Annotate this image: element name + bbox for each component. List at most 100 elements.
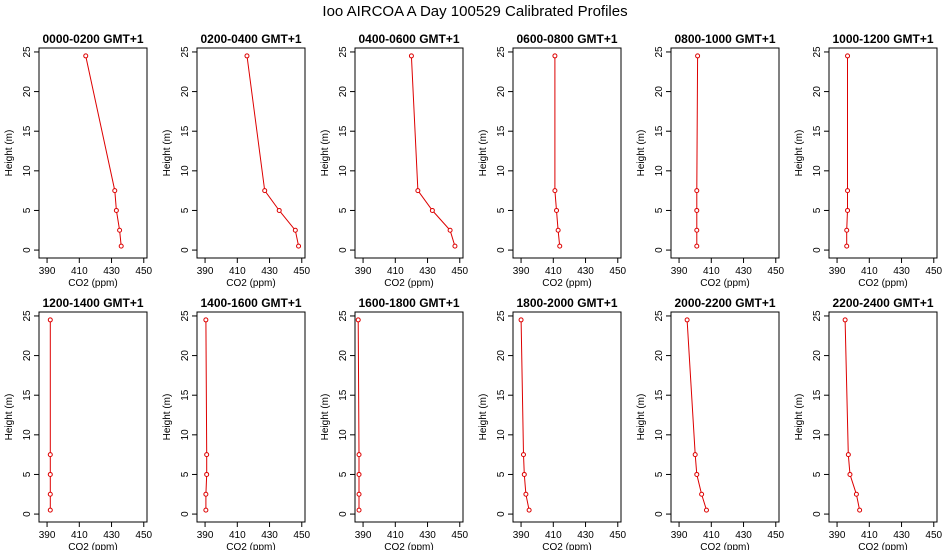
panel-title: 1400-1600 GMT+1 xyxy=(200,296,301,310)
plot-frame xyxy=(670,311,780,523)
y-tick-label: 15 xyxy=(338,389,349,401)
y-tick-label: 0 xyxy=(812,247,823,253)
panel-10: 1800-2000 GMT+1 390 410 430 450 0 5 10 15 20 25 CO2… xyxy=(478,296,627,550)
panel-grid: 0000-0200 GMT+1 390 410 430 450 0 5 10 15 20 25 CO2… xyxy=(4,32,943,550)
y-tick-label: 20 xyxy=(180,350,191,362)
data-point xyxy=(695,53,701,59)
y-tick-label: 15 xyxy=(180,389,191,401)
y-axis-label: Height (m) xyxy=(794,394,805,441)
x-tick-label: 390 xyxy=(39,266,56,277)
x-tick-label: 450 xyxy=(767,530,784,541)
x-axis-label: CO2 (ppm) xyxy=(542,278,591,289)
y-axis-label: Height (m) xyxy=(478,394,489,441)
data-point xyxy=(296,243,302,249)
data-point xyxy=(204,452,210,458)
data-point xyxy=(47,491,53,497)
data-point xyxy=(694,243,700,249)
y-tick-label: 20 xyxy=(496,86,507,98)
x-tick-label: 390 xyxy=(355,530,372,541)
y-axis-label: Height (m) xyxy=(4,130,15,177)
y-tick-label: 10 xyxy=(338,165,349,177)
profile-line xyxy=(846,55,848,247)
x-tick-label: 410 xyxy=(545,530,562,541)
data-point xyxy=(47,317,53,323)
data-point xyxy=(692,452,698,458)
y-tick-label: 0 xyxy=(180,511,191,517)
data-point xyxy=(844,227,850,233)
y-tick-label: 20 xyxy=(22,86,33,98)
y-tick-label: 10 xyxy=(654,165,665,177)
data-point xyxy=(684,317,690,323)
plot-frame xyxy=(38,47,148,259)
data-point xyxy=(47,471,53,477)
x-axis-label: CO2 (ppm) xyxy=(384,278,433,289)
data-point xyxy=(447,227,453,233)
x-tick-label: 410 xyxy=(229,266,246,277)
y-tick-label: 0 xyxy=(654,247,665,253)
panel-6: 1000-1200 GMT+1 390 410 430 450 0 5 10 15 20 25 CO2… xyxy=(794,32,943,289)
y-tick-label: 25 xyxy=(496,46,507,58)
y-tick-label: 0 xyxy=(496,511,507,517)
x-tick-label: 390 xyxy=(197,530,214,541)
panel-title: 1000-1200 GMT+1 xyxy=(832,32,933,46)
y-axis-label: Height (m) xyxy=(794,130,805,177)
plot-frame xyxy=(670,47,780,259)
data-point xyxy=(523,491,529,497)
y-tick-label: 5 xyxy=(654,207,665,213)
x-tick-label: 410 xyxy=(703,266,720,277)
data-point xyxy=(699,491,705,497)
x-axis-label: CO2 (ppm) xyxy=(700,542,749,550)
x-axis-label: CO2 (ppm) xyxy=(68,542,117,550)
y-tick-label: 0 xyxy=(654,511,665,517)
y-tick-label: 25 xyxy=(812,310,823,322)
plot-frame xyxy=(38,311,148,523)
y-tick-label: 20 xyxy=(812,86,823,98)
panel-title: 2200-2400 GMT+1 xyxy=(832,296,933,310)
y-tick-label: 15 xyxy=(180,125,191,137)
data-point xyxy=(83,53,89,59)
y-tick-label: 25 xyxy=(180,46,191,58)
x-tick-label: 450 xyxy=(925,530,942,541)
x-tick-label: 430 xyxy=(103,530,120,541)
y-tick-label: 5 xyxy=(22,207,33,213)
y-tick-label: 20 xyxy=(180,86,191,98)
data-point xyxy=(847,471,853,477)
x-tick-label: 430 xyxy=(577,530,594,541)
y-tick-label: 15 xyxy=(654,125,665,137)
data-point xyxy=(845,53,851,59)
plot-frame xyxy=(354,47,464,259)
y-tick-label: 15 xyxy=(812,389,823,401)
x-tick-label: 450 xyxy=(293,530,310,541)
data-point xyxy=(356,491,362,497)
plot-frame xyxy=(354,311,464,523)
data-point xyxy=(356,452,362,458)
x-tick-label: 430 xyxy=(577,266,594,277)
y-axis-label: Height (m) xyxy=(478,130,489,177)
y-tick-label: 0 xyxy=(496,247,507,253)
y-tick-label: 0 xyxy=(22,511,33,517)
data-point xyxy=(452,243,458,249)
x-tick-label: 430 xyxy=(419,266,436,277)
y-tick-label: 25 xyxy=(812,46,823,58)
data-point xyxy=(292,227,298,233)
data-point xyxy=(262,188,268,194)
y-axis-label: Height (m) xyxy=(320,394,331,441)
x-tick-label: 430 xyxy=(735,530,752,541)
data-point xyxy=(521,471,527,477)
y-tick-label: 10 xyxy=(22,165,33,177)
x-tick-label: 390 xyxy=(671,266,688,277)
panel-11: 2000-2200 GMT+1 390 410 430 450 0 5 10 15 20 25 CO2… xyxy=(636,296,785,550)
x-axis-label: CO2 (ppm) xyxy=(384,542,433,550)
data-point xyxy=(526,507,532,513)
x-axis-label: CO2 (ppm) xyxy=(858,542,907,550)
y-axis-label: Height (m) xyxy=(320,130,331,177)
profile-line xyxy=(844,319,861,511)
x-tick-label: 450 xyxy=(609,266,626,277)
x-tick-label: 430 xyxy=(893,266,910,277)
y-tick-label: 10 xyxy=(812,165,823,177)
panel-3: 0400-0600 GMT+1 390 410 430 450 0 5 10 15 20 25 CO2… xyxy=(320,32,469,289)
data-point xyxy=(853,491,859,497)
y-tick-label: 0 xyxy=(22,247,33,253)
y-axis-label: Height (m) xyxy=(162,394,173,441)
data-point xyxy=(415,188,421,194)
